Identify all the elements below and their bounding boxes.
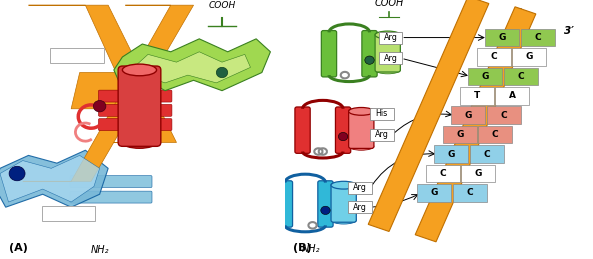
- Circle shape: [339, 132, 347, 141]
- FancyBboxPatch shape: [478, 126, 512, 143]
- Text: Arg: Arg: [353, 183, 366, 192]
- FancyBboxPatch shape: [98, 104, 172, 116]
- Text: C: C: [534, 33, 541, 42]
- Ellipse shape: [122, 137, 157, 148]
- FancyBboxPatch shape: [118, 66, 161, 146]
- Circle shape: [321, 206, 330, 214]
- Text: C: C: [466, 189, 473, 197]
- Text: 3′: 3′: [563, 26, 573, 36]
- Ellipse shape: [331, 216, 356, 224]
- Text: (A): (A): [8, 242, 27, 253]
- Circle shape: [216, 67, 228, 78]
- Polygon shape: [415, 7, 536, 242]
- Polygon shape: [0, 150, 108, 207]
- Text: Arg: Arg: [384, 33, 397, 42]
- FancyBboxPatch shape: [426, 165, 460, 182]
- FancyBboxPatch shape: [331, 183, 356, 222]
- FancyBboxPatch shape: [503, 68, 538, 85]
- FancyBboxPatch shape: [451, 106, 486, 124]
- Text: G: G: [456, 130, 464, 139]
- FancyBboxPatch shape: [495, 87, 529, 105]
- FancyBboxPatch shape: [336, 107, 350, 153]
- FancyBboxPatch shape: [379, 32, 403, 44]
- FancyBboxPatch shape: [98, 90, 172, 102]
- FancyBboxPatch shape: [379, 52, 403, 64]
- Circle shape: [365, 56, 374, 64]
- FancyBboxPatch shape: [370, 108, 394, 120]
- Polygon shape: [0, 155, 100, 202]
- FancyBboxPatch shape: [487, 106, 521, 124]
- FancyBboxPatch shape: [461, 165, 495, 182]
- Polygon shape: [368, 0, 489, 232]
- Circle shape: [9, 166, 25, 181]
- Text: G: G: [474, 169, 482, 178]
- Text: Arg: Arg: [384, 54, 397, 63]
- FancyBboxPatch shape: [417, 184, 451, 202]
- Text: NH₂: NH₂: [90, 245, 109, 255]
- FancyBboxPatch shape: [98, 119, 172, 131]
- FancyBboxPatch shape: [370, 129, 394, 141]
- Ellipse shape: [122, 64, 157, 76]
- Polygon shape: [28, 5, 177, 142]
- FancyBboxPatch shape: [452, 184, 487, 202]
- FancyBboxPatch shape: [443, 126, 477, 143]
- FancyBboxPatch shape: [349, 109, 374, 148]
- Text: G: G: [448, 150, 455, 159]
- Polygon shape: [71, 73, 136, 109]
- Polygon shape: [136, 52, 250, 83]
- Text: Arg: Arg: [375, 130, 389, 139]
- Ellipse shape: [375, 31, 400, 39]
- Text: 5′: 5′: [513, 8, 523, 18]
- Text: T: T: [474, 91, 480, 100]
- Text: G: G: [431, 189, 438, 197]
- FancyBboxPatch shape: [348, 201, 372, 213]
- FancyBboxPatch shape: [521, 29, 554, 46]
- Text: G: G: [525, 53, 533, 61]
- Text: NH₂: NH₂: [302, 244, 320, 254]
- FancyBboxPatch shape: [486, 29, 519, 46]
- FancyBboxPatch shape: [50, 48, 104, 63]
- Ellipse shape: [375, 66, 400, 74]
- FancyBboxPatch shape: [470, 145, 503, 163]
- FancyBboxPatch shape: [278, 181, 292, 227]
- Text: COOH: COOH: [208, 1, 235, 10]
- Text: COOH: COOH: [374, 0, 404, 9]
- FancyBboxPatch shape: [295, 107, 310, 153]
- Text: C: C: [492, 130, 499, 139]
- FancyBboxPatch shape: [70, 191, 152, 203]
- Circle shape: [93, 100, 106, 112]
- Polygon shape: [23, 5, 193, 181]
- Text: His: His: [376, 110, 388, 118]
- Text: C: C: [490, 53, 498, 61]
- FancyBboxPatch shape: [477, 48, 511, 66]
- Ellipse shape: [331, 181, 356, 189]
- Text: A: A: [509, 91, 516, 100]
- FancyBboxPatch shape: [362, 31, 377, 77]
- FancyBboxPatch shape: [460, 87, 494, 105]
- Text: C: C: [500, 111, 507, 120]
- FancyBboxPatch shape: [512, 48, 546, 66]
- Ellipse shape: [349, 107, 374, 115]
- FancyBboxPatch shape: [348, 182, 372, 194]
- FancyBboxPatch shape: [70, 176, 152, 188]
- Text: C: C: [439, 169, 446, 178]
- FancyBboxPatch shape: [321, 31, 337, 77]
- Text: G: G: [482, 72, 489, 81]
- FancyBboxPatch shape: [318, 181, 333, 227]
- FancyBboxPatch shape: [434, 145, 468, 163]
- FancyBboxPatch shape: [42, 206, 95, 221]
- FancyBboxPatch shape: [468, 68, 502, 85]
- Ellipse shape: [349, 142, 374, 150]
- Polygon shape: [114, 39, 270, 91]
- Text: C: C: [483, 150, 490, 159]
- Text: (B): (B): [294, 242, 312, 253]
- Text: G: G: [465, 111, 472, 120]
- Text: G: G: [499, 33, 506, 42]
- FancyBboxPatch shape: [375, 33, 400, 72]
- Text: Arg: Arg: [353, 203, 366, 212]
- Polygon shape: [120, 83, 148, 104]
- Text: C: C: [517, 72, 524, 81]
